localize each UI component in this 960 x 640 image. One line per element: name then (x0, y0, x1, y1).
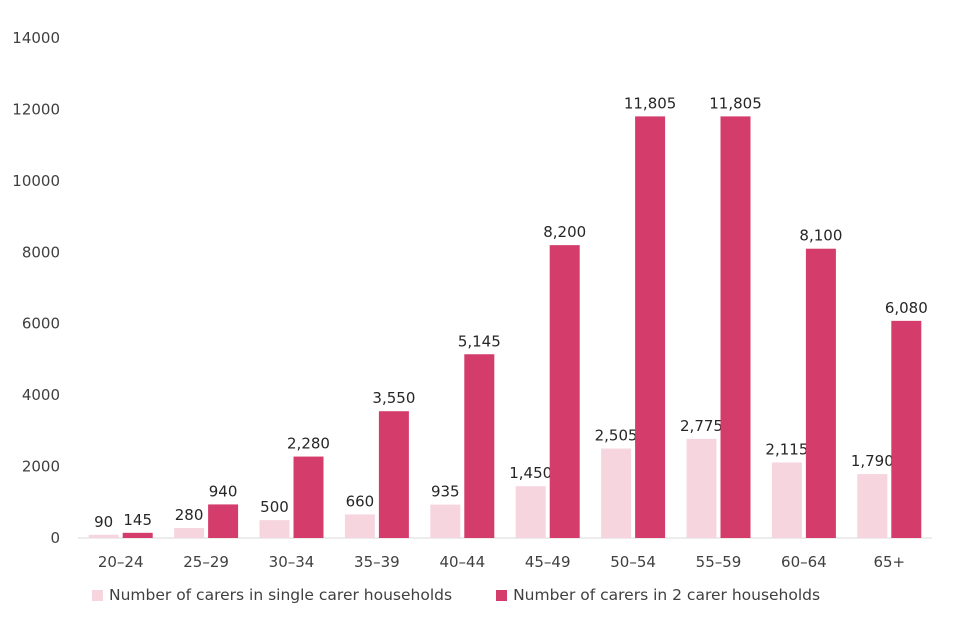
bar-two-carer (891, 320, 922, 538)
bar-single-carer (771, 462, 802, 538)
y-tick-label: 8000 (22, 243, 60, 261)
data-label: 280 (175, 506, 204, 524)
bar-two-carer (635, 116, 666, 539)
bar-single-carer (515, 486, 546, 538)
x-tick-label: 45–49 (525, 553, 571, 571)
data-label: 8,100 (799, 227, 842, 245)
bars: 90 145 280 940 500 2,280 660 3,550 935 5,145 1,450… (88, 94, 928, 539)
data-label: 1,450 (509, 464, 552, 482)
bar-two-carer (208, 504, 239, 538)
data-label: 660 (346, 492, 375, 510)
x-tick-label: 40–44 (439, 553, 485, 571)
bar-single-carer (686, 438, 717, 538)
data-label: 2,115 (765, 440, 808, 458)
legend-label-two: Number of carers in 2 carer households (513, 586, 821, 604)
data-label: 90 (94, 513, 113, 531)
bar-single-carer (88, 534, 119, 538)
legend-item-two: Number of carers in 2 carer households (496, 586, 820, 604)
bar-two-carer (122, 532, 153, 538)
data-label: 5,145 (458, 332, 501, 350)
bar-two-carer (464, 354, 495, 538)
bar-single-carer (344, 514, 375, 538)
data-label: 2,505 (595, 427, 638, 445)
data-label: 11,805 (624, 94, 677, 112)
bar-two-carer (293, 456, 324, 538)
x-tick-label: 50–54 (610, 553, 656, 571)
data-label: 3,550 (372, 389, 415, 407)
x-tick-label: 55–59 (696, 553, 742, 571)
data-label: 145 (123, 511, 152, 529)
data-label: 500 (260, 498, 289, 516)
data-label: 6,080 (885, 299, 928, 317)
bar-two-carer (378, 411, 409, 538)
y-tick-label: 4000 (22, 386, 60, 404)
bar-two-carer (805, 248, 836, 538)
y-tick-label: 14000 (12, 29, 60, 47)
x-axis: 20–24 25–29 30–34 35–39 40–44 45–49 50–54 55–59… (98, 553, 905, 571)
bar-single-carer (259, 520, 290, 538)
bar-single-carer (857, 474, 888, 538)
legend-item-single: Number of carers in single carer househo… (92, 586, 452, 604)
bar-two-carer (549, 245, 580, 538)
data-label: 1,790 (851, 452, 894, 470)
x-tick-label: 65+ (873, 553, 905, 571)
x-tick-label: 25–29 (183, 553, 229, 571)
y-tick-label: 0 (50, 529, 60, 547)
bar-single-carer (174, 528, 205, 538)
legend-label-single: Number of carers in single carer househo… (109, 586, 453, 604)
x-tick-label: 60–64 (781, 553, 827, 571)
data-label: 2,280 (287, 435, 330, 453)
legend-swatch-single (92, 589, 103, 601)
y-tick-label: 2000 (22, 458, 60, 476)
bar-two-carer (720, 116, 751, 539)
data-label: 940 (209, 482, 238, 500)
bar-single-carer (601, 448, 632, 538)
legend: Number of carers in single carer househo… (92, 586, 820, 604)
y-tick-label: 6000 (22, 315, 60, 333)
y-tick-label: 10000 (12, 172, 60, 190)
data-label: 2,775 (680, 417, 723, 435)
x-tick-label: 30–34 (269, 553, 315, 571)
y-tick-label: 12000 (12, 100, 60, 118)
bar-single-carer (430, 504, 461, 538)
x-tick-label: 35–39 (354, 553, 400, 571)
y-axis: 0 2000 4000 6000 8000 10000 12000 14000 (12, 29, 60, 547)
data-label: 11,805 (709, 94, 762, 112)
data-label: 935 (431, 483, 460, 501)
x-tick-label: 20–24 (98, 553, 144, 571)
data-label: 8,200 (543, 223, 586, 241)
legend-swatch-two (496, 589, 508, 601)
